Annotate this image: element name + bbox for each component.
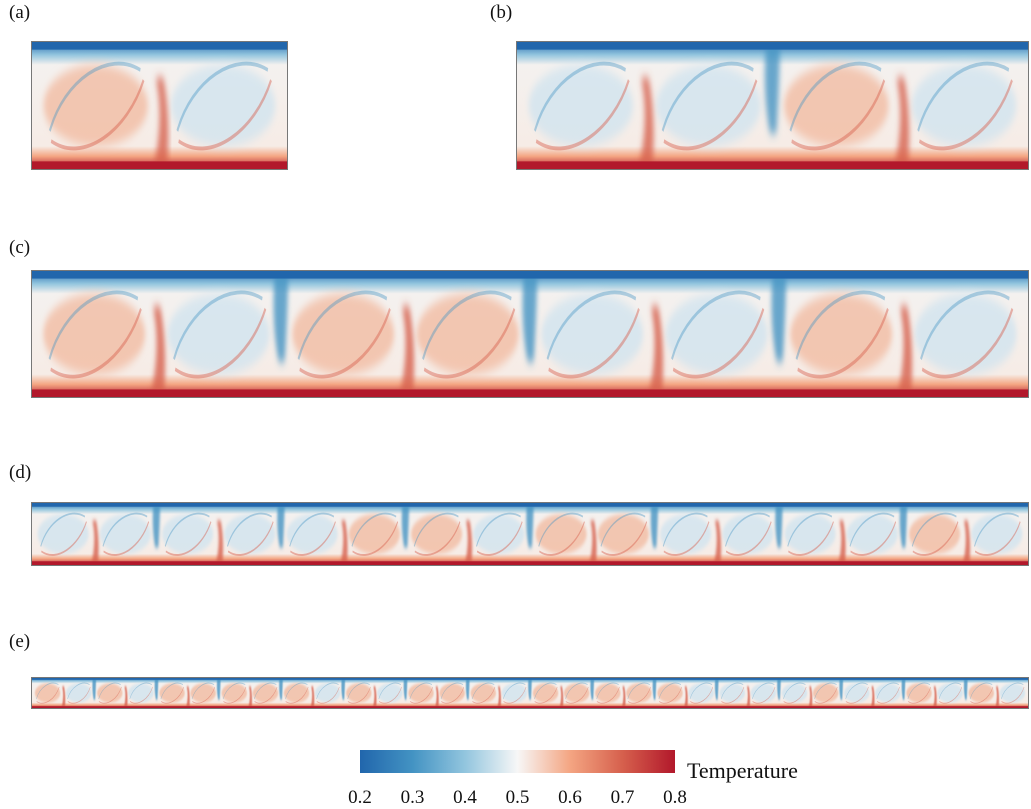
temperature-field-svg [517, 42, 1028, 169]
temperature-field-svg [32, 271, 1028, 397]
temperature-field-svg [32, 503, 1028, 565]
colorbar-tick-label: 0.3 [400, 787, 425, 808]
temperature-field-a [31, 41, 288, 170]
temperature-colorbar [360, 750, 675, 773]
temperature-field-svg [32, 42, 287, 169]
colorbar-tick-label: 0.5 [505, 787, 530, 808]
panel-label-a: (a) [9, 2, 31, 23]
colorbar-tick-label: 0.6 [558, 787, 582, 808]
temperature-field-c [31, 270, 1029, 398]
temperature-field-svg [32, 678, 1028, 708]
colorbar-tick-label: 0.4 [453, 787, 477, 808]
colorbar-tick-label: 0.2 [348, 787, 372, 808]
temperature-field-d [31, 502, 1029, 566]
panel-label-c: (c) [9, 237, 31, 258]
temperature-field-e [31, 677, 1029, 709]
temperature-field-b [516, 41, 1029, 170]
panel-label-d: (d) [9, 462, 32, 483]
colorbar-title: Temperature [687, 758, 798, 783]
colorbar-tick-label: 0.8 [663, 787, 687, 808]
panel-label-e: (e) [9, 631, 31, 652]
panel-label-b: (b) [490, 2, 513, 23]
colorbar-tick-label: 0.7 [610, 787, 635, 808]
